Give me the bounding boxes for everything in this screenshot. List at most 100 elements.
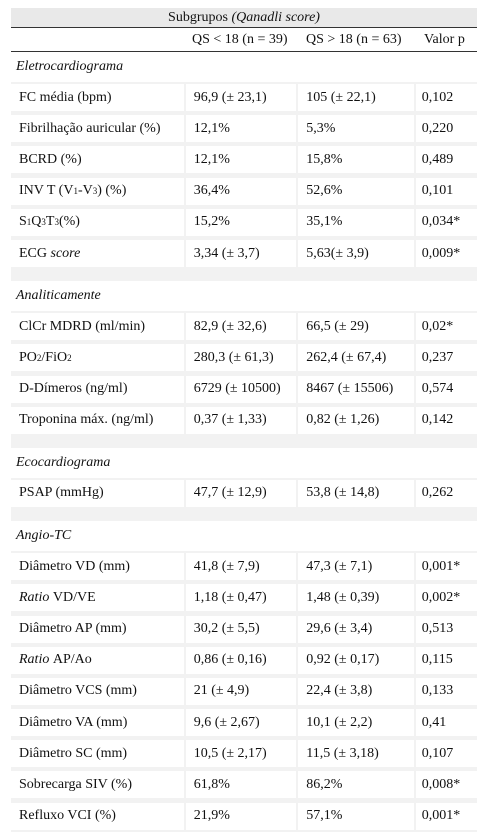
section-divider — [11, 509, 477, 522]
p-value: 0,009* — [415, 240, 477, 268]
row-label: BCRD (%) — [11, 146, 184, 174]
row-label: FC média (bpm) — [11, 84, 184, 112]
qs-high-value: 8467 (± 15506) — [298, 375, 414, 403]
row-label: Diâmetro VCS (mm) — [11, 677, 184, 705]
row-label: PSAP (mmHg) — [11, 479, 184, 507]
qs-low-value: 12,1% — [185, 115, 297, 143]
qs-low-value: 21 (± 4,9) — [185, 677, 297, 705]
qs-low-value: 41,8 (± 7,9) — [185, 553, 297, 581]
qs-high-value: 1,48 (± 0,39) — [298, 584, 414, 612]
p-value: 0,574 — [415, 375, 477, 403]
p-value: 0,101 — [415, 177, 477, 205]
table-row: Refluxo VCI (%) 21,9% 57,1% 0,001* — [11, 800, 477, 832]
qs-high-value: 11,5 (± 3,18) — [298, 740, 414, 768]
qs-low-value: 0,37 (± 1,33) — [185, 406, 297, 434]
qs-high-value: 5,63(± 3,9) — [298, 240, 414, 268]
p-value: 0,142 — [415, 406, 477, 434]
qs-high-value: 35,1% — [298, 208, 414, 236]
table-row: ECG score 3,34 (± 3,7) 5,63(± 3,9) 0,009… — [11, 237, 477, 270]
table-row: D-Dímeros (ng/ml) 6729 (± 10500) 8467 (±… — [11, 373, 477, 405]
table-row: ClCr MDRD (ml/min) 82,9 (± 32,6) 66,5 (±… — [11, 311, 477, 343]
section-title: Angio-TC — [16, 528, 72, 544]
qs-high-value: 66,5 (± 29) — [298, 313, 414, 341]
table-row: Troponina máx. (ng/ml) 0,37 (± 1,33) 0,8… — [11, 404, 477, 436]
qs-high-value: 262,4 (± 67,4) — [298, 344, 414, 372]
qs-low-value: 36,4% — [185, 177, 297, 205]
table-row: Diâmetro VCS (mm) 21 (± 4,9) 22,4 (± 3,8… — [11, 675, 477, 707]
p-value: 0,001* — [415, 802, 477, 830]
column-header-p-value: Valor p — [424, 31, 465, 47]
qs-low-value: 15,2% — [185, 208, 297, 236]
table-row: PSAP (mmHg) 47,7 (± 12,9) 53,8 (± 14,8) … — [11, 477, 477, 510]
subgroup-label: Subgrupos — [168, 10, 228, 25]
qs-high-value: 0,82 (± 1,26) — [298, 406, 414, 434]
qs-low-value: 82,9 (± 32,6) — [185, 313, 297, 341]
table-row: Diâmetro VD (mm) 41,8 (± 7,9) 47,3 (± 7,… — [11, 551, 477, 583]
subgroup-header: Subgrupos (Qanadli score) — [11, 8, 477, 28]
section-title: Eletrocardiograma — [16, 59, 124, 74]
row-label: D-Dímeros (ng/ml) — [11, 375, 184, 403]
table-row: Diâmetro AP (mm) 30,2 (± 5,5) 29,6 (± 3,… — [11, 613, 477, 645]
table-row: FC média (bpm) 96,9 (± 23,1) 105 (± 22,1… — [11, 82, 477, 114]
row-label: ECG score — [11, 240, 184, 268]
qs-high-value: 15,8% — [298, 146, 414, 174]
row-label: Ratio VD/VE — [11, 584, 184, 612]
section-ecg: Eletrocardiograma — [11, 52, 477, 82]
row-label: Diâmetro AP (mm) — [11, 615, 184, 643]
p-value: 0,489 — [415, 146, 477, 174]
p-value: 0,513 — [415, 615, 477, 643]
column-header-qs-high: QS > 18 (n = 63) — [306, 31, 402, 47]
row-label: Refluxo VCI (%) — [11, 802, 184, 830]
p-value: 0,034* — [415, 208, 477, 236]
table-row: PO 2/FiO 2 280,3 (± 61,3) 262,4 (± 67,4) 0… — [11, 342, 477, 374]
p-value: 0,115 — [415, 646, 477, 674]
row-label: ClCr MDRD (ml/min) — [11, 313, 184, 341]
row-label: INV T (V 1 -V 3) (%) — [11, 177, 184, 205]
qs-low-value: 30,2 (± 5,5) — [185, 615, 297, 643]
qs-low-value: 47,7 (± 12,9) — [185, 479, 297, 507]
qs-high-value: 105 (± 22,1) — [298, 84, 414, 112]
table-row: Ratio AP/Ao 0,86 (± 0,16) 0,92 (± 0,17) … — [11, 644, 477, 676]
subgroup-italic-label: (Qanadli score) — [231, 10, 320, 25]
section-divider — [11, 269, 477, 282]
qs-low-value: 12,1% — [185, 146, 297, 174]
p-value: 0,02* — [415, 313, 477, 341]
qs-low-value: 3,34 (± 3,7) — [185, 240, 297, 268]
p-value: 0,002* — [415, 584, 477, 612]
section-angio: Angio-TC — [11, 521, 477, 552]
row-label: Diâmetro VA (mm) — [11, 709, 184, 737]
row-label: Troponina máx. (ng/ml) — [11, 406, 184, 434]
table-row: Diâmetro VA (mm) 9,6 (± 2,67) 10,1 (± 2,… — [11, 707, 477, 739]
qs-high-value: 0,92 (± 0,17) — [298, 646, 414, 674]
p-value: 0,107 — [415, 740, 477, 768]
qs-low-value: 6729 (± 10500) — [185, 375, 297, 403]
section-divider — [11, 435, 477, 448]
qs-high-value: 57,1% — [298, 802, 414, 830]
qs-low-value: 0,86 (± 0,16) — [185, 646, 297, 674]
row-label: Sobrecarga SIV (%) — [11, 771, 184, 799]
row-label: Diâmetro SC (mm) — [11, 740, 184, 768]
qs-high-value: 29,6 (± 3,4) — [298, 615, 414, 643]
qs-low-value: 9,6 (± 2,67) — [185, 709, 297, 737]
qs-low-value: 280,3 (± 61,3) — [185, 344, 297, 372]
row-label: Ratio AP/Ao — [11, 646, 184, 674]
table-row: Diâmetro SC (mm) 10,5 (± 2,17) 11,5 (± 3… — [11, 738, 477, 770]
p-value: 0,001* — [415, 553, 477, 581]
qs-high-value: 22,4 (± 3,8) — [298, 677, 414, 705]
section-title: Analiticamente — [16, 288, 101, 304]
qs-high-value: 86,2% — [298, 771, 414, 799]
table-row: Sobrecarga SIV (%) 61,8% 86,2% 0,008* — [11, 769, 477, 801]
column-header-row: QS < 18 (n = 39) QS > 18 (n = 63) Valor … — [11, 28, 477, 52]
table-row: INV T (V 1 -V 3) (%) 36,4% 52,6% 0,101 — [11, 175, 477, 207]
section-echo: Ecocardiograma — [11, 447, 477, 478]
qs-low-value: 96,9 (± 23,1) — [185, 84, 297, 112]
section-lab: Analiticamente — [11, 281, 477, 312]
qs-low-value: 21,9% — [185, 802, 297, 830]
qs-high-value: 5,3% — [298, 115, 414, 143]
table-row: Ratio VD/VE 1,18 (± 0,47) 1,48 (± 0,39) … — [11, 582, 477, 614]
qs-high-value: 10,1 (± 2,2) — [298, 709, 414, 737]
p-value: 0,008* — [415, 771, 477, 799]
qs-low-value: 61,8% — [185, 771, 297, 799]
